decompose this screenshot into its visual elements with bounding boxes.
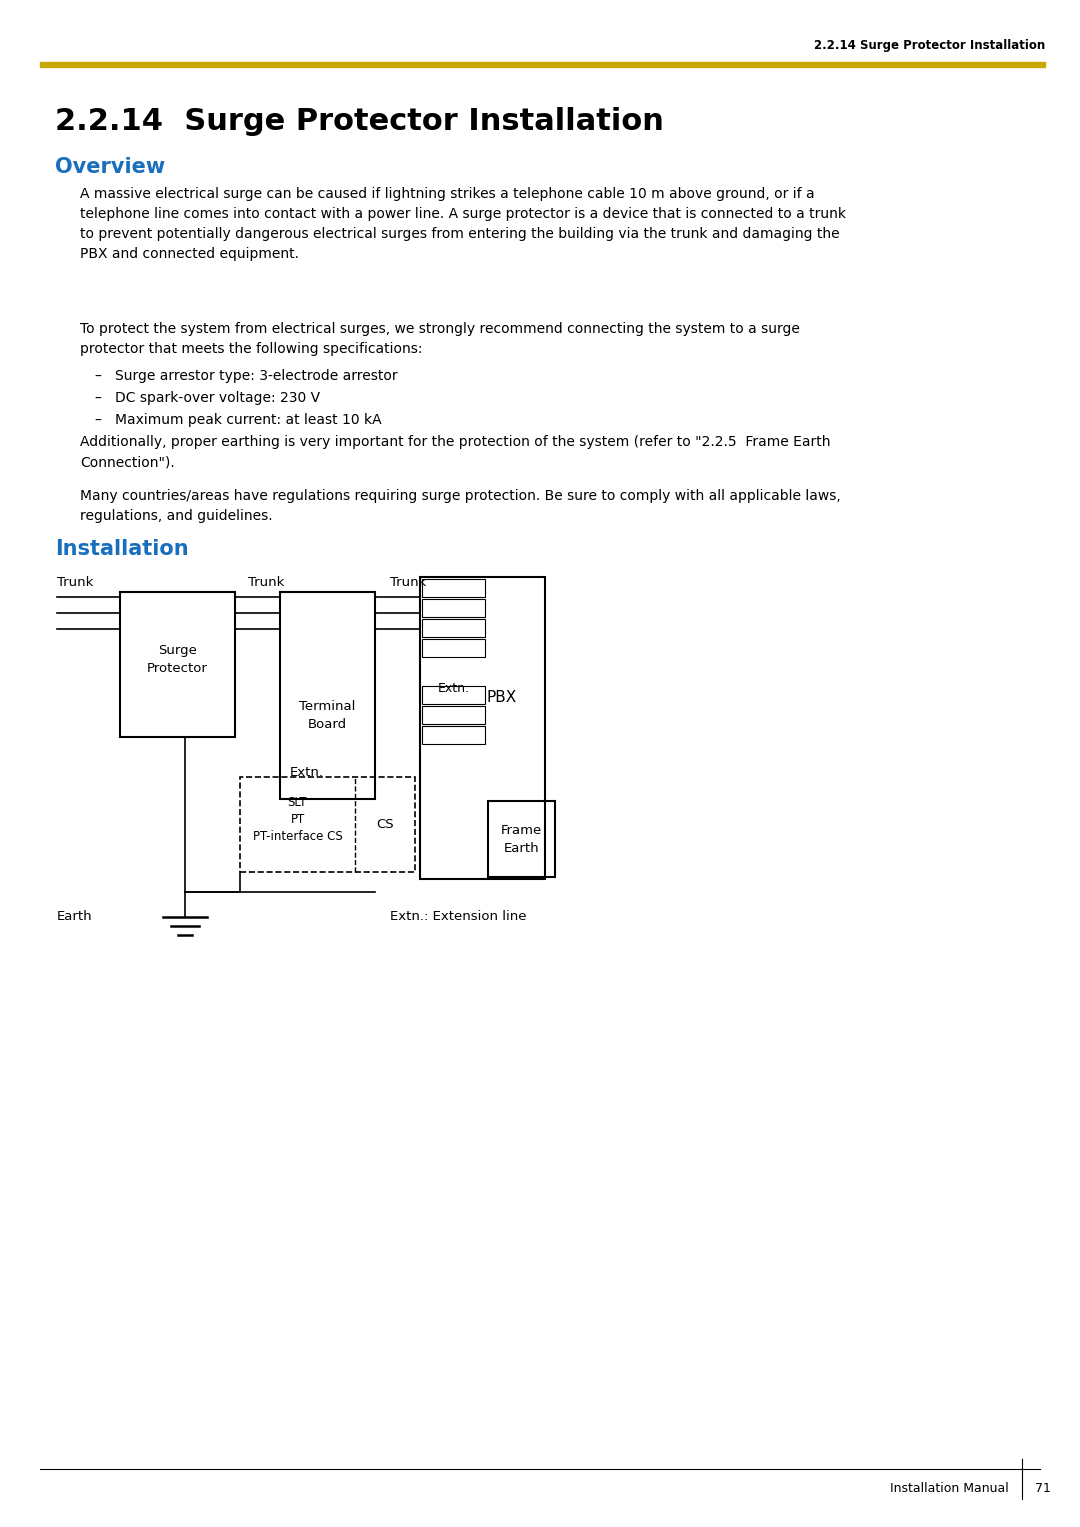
- Bar: [280, 592, 375, 799]
- Bar: [422, 686, 485, 704]
- Text: Many countries/areas have regulations requiring surge protection. Be sure to com: Many countries/areas have regulations re…: [80, 489, 840, 524]
- Bar: [240, 777, 415, 872]
- Text: Extn.: Extn.: [291, 767, 324, 779]
- Text: Frame
Earth: Frame Earth: [501, 823, 542, 855]
- Text: SLT
PT
PT-interface CS: SLT PT PT-interface CS: [253, 796, 342, 843]
- Bar: [40, 63, 1045, 67]
- Text: Trunk: Trunk: [57, 576, 93, 589]
- Text: Extn.: Extn.: [437, 683, 470, 695]
- Text: Installation Manual: Installation Manual: [890, 1483, 1009, 1495]
- Bar: [422, 638, 485, 657]
- Text: Extn.: Extension line: Extn.: Extension line: [390, 910, 527, 924]
- Bar: [422, 705, 485, 724]
- Text: Additionally, proper earthing is very important for the protection of the system: Additionally, proper earthing is very im…: [80, 435, 831, 469]
- Text: –   Surge arrestor type: 3-electrode arrestor: – Surge arrestor type: 3-electrode arres…: [95, 370, 397, 383]
- Text: 71: 71: [1035, 1483, 1051, 1495]
- Bar: [420, 577, 545, 880]
- Bar: [422, 725, 485, 744]
- Text: Overview: Overview: [55, 157, 165, 177]
- Text: –   Maximum peak current: at least 10 kA: – Maximum peak current: at least 10 kA: [95, 412, 381, 428]
- Text: Trunk: Trunk: [390, 576, 427, 589]
- Text: Surge
Protector: Surge Protector: [147, 644, 208, 675]
- Bar: [422, 618, 485, 637]
- Text: Trunk: Trunk: [248, 576, 284, 589]
- Bar: [422, 579, 485, 597]
- Bar: [120, 592, 235, 738]
- Bar: [488, 802, 555, 876]
- Text: To protect the system from electrical surges, we strongly recommend connecting t: To protect the system from electrical su…: [80, 322, 800, 356]
- Text: 2.2.14 Surge Protector Installation: 2.2.14 Surge Protector Installation: [813, 40, 1045, 52]
- Text: A massive electrical surge can be caused if lightning strikes a telephone cable : A massive electrical surge can be caused…: [80, 186, 846, 261]
- Text: CS: CS: [376, 818, 394, 831]
- Text: Earth: Earth: [57, 910, 93, 924]
- Text: Installation: Installation: [55, 539, 189, 559]
- Bar: [422, 599, 485, 617]
- Text: –   DC spark-over voltage: 230 V: – DC spark-over voltage: 230 V: [95, 391, 320, 405]
- Text: PBX: PBX: [486, 690, 516, 705]
- Text: Terminal
Board: Terminal Board: [299, 699, 355, 731]
- Text: 2.2.14  Surge Protector Installation: 2.2.14 Surge Protector Installation: [55, 107, 664, 136]
